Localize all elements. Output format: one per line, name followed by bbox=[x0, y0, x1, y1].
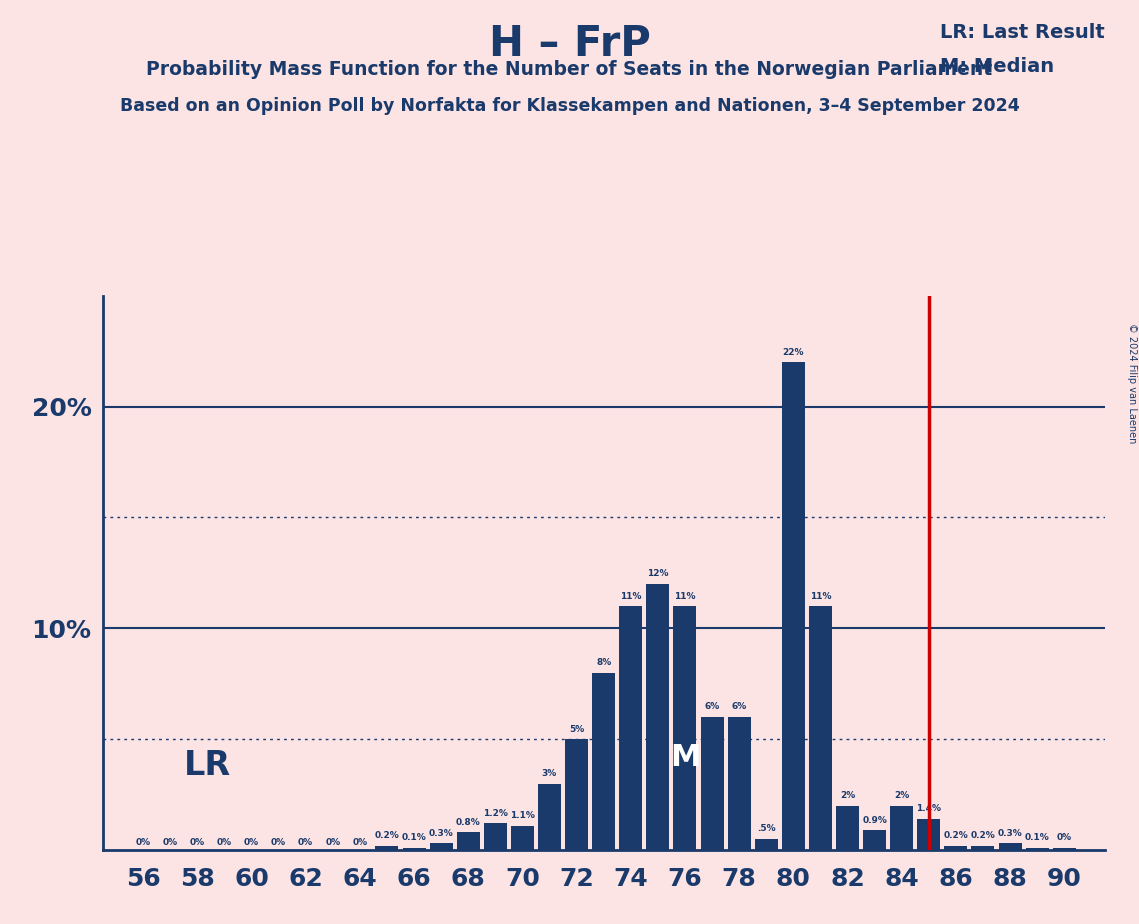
Bar bbox=[511, 826, 534, 850]
Bar bbox=[1052, 848, 1075, 850]
Bar bbox=[809, 606, 831, 850]
Text: 0%: 0% bbox=[271, 838, 286, 846]
Bar bbox=[944, 845, 967, 850]
Text: Based on an Opinion Poll by Norfakta for Klassekampen and Nationen, 3–4 Septembe: Based on an Opinion Poll by Norfakta for… bbox=[120, 97, 1019, 115]
Text: 0.2%: 0.2% bbox=[943, 831, 968, 840]
Text: LR: Last Result: LR: Last Result bbox=[940, 23, 1105, 43]
Text: 22%: 22% bbox=[782, 347, 804, 357]
Bar bbox=[891, 806, 913, 850]
Bar bbox=[484, 823, 507, 850]
Text: © 2024 Filip van Laenen: © 2024 Filip van Laenen bbox=[1126, 323, 1137, 444]
Bar bbox=[592, 673, 615, 850]
Text: 1.4%: 1.4% bbox=[916, 805, 941, 813]
Text: 0.1%: 0.1% bbox=[1025, 833, 1049, 843]
Text: 0%: 0% bbox=[136, 838, 150, 846]
Text: 6%: 6% bbox=[704, 702, 720, 711]
Text: 0%: 0% bbox=[216, 838, 232, 846]
Text: 1.1%: 1.1% bbox=[510, 811, 535, 821]
Bar bbox=[402, 848, 426, 850]
Text: LR: LR bbox=[183, 749, 231, 783]
Bar bbox=[728, 717, 751, 850]
Bar bbox=[781, 362, 805, 850]
Text: M: Median: M: Median bbox=[940, 57, 1055, 77]
Text: 0%: 0% bbox=[352, 838, 368, 846]
Text: M: M bbox=[670, 743, 700, 772]
Text: H – FrP: H – FrP bbox=[489, 23, 650, 65]
Bar bbox=[538, 784, 562, 850]
Text: 11%: 11% bbox=[674, 591, 696, 601]
Text: 0%: 0% bbox=[163, 838, 178, 846]
Text: 0%: 0% bbox=[298, 838, 313, 846]
Bar bbox=[972, 845, 994, 850]
Bar bbox=[999, 844, 1022, 850]
Bar bbox=[863, 830, 886, 850]
Text: 0.2%: 0.2% bbox=[970, 831, 995, 840]
Text: 12%: 12% bbox=[647, 569, 669, 578]
Bar bbox=[429, 844, 452, 850]
Text: 0.3%: 0.3% bbox=[998, 829, 1023, 838]
Text: 0.2%: 0.2% bbox=[375, 831, 400, 840]
Text: 0.8%: 0.8% bbox=[456, 818, 481, 827]
Text: 0.1%: 0.1% bbox=[402, 833, 426, 843]
Bar bbox=[646, 584, 670, 850]
Bar bbox=[755, 839, 778, 850]
Text: 0.3%: 0.3% bbox=[428, 829, 453, 838]
Text: 0%: 0% bbox=[190, 838, 205, 846]
Text: 0%: 0% bbox=[244, 838, 259, 846]
Text: 2%: 2% bbox=[839, 791, 855, 800]
Bar bbox=[673, 606, 696, 850]
Bar bbox=[1025, 848, 1049, 850]
Text: 5%: 5% bbox=[570, 724, 584, 734]
Text: 0%: 0% bbox=[1057, 833, 1072, 843]
Bar bbox=[620, 606, 642, 850]
Bar bbox=[700, 717, 723, 850]
Text: 8%: 8% bbox=[596, 658, 612, 667]
Text: 1.2%: 1.2% bbox=[483, 808, 508, 818]
Text: 0.9%: 0.9% bbox=[862, 816, 887, 824]
Text: 6%: 6% bbox=[731, 702, 747, 711]
Bar bbox=[457, 833, 480, 850]
Text: 3%: 3% bbox=[542, 769, 557, 778]
Text: 2%: 2% bbox=[894, 791, 909, 800]
Text: 0%: 0% bbox=[326, 838, 341, 846]
Bar bbox=[836, 806, 859, 850]
Bar bbox=[376, 845, 399, 850]
Bar bbox=[565, 739, 588, 850]
Bar bbox=[917, 819, 941, 850]
Text: 11%: 11% bbox=[620, 591, 641, 601]
Text: Probability Mass Function for the Number of Seats in the Norwegian Parliament: Probability Mass Function for the Number… bbox=[147, 60, 992, 79]
Text: 11%: 11% bbox=[810, 591, 831, 601]
Text: .5%: .5% bbox=[757, 824, 776, 833]
